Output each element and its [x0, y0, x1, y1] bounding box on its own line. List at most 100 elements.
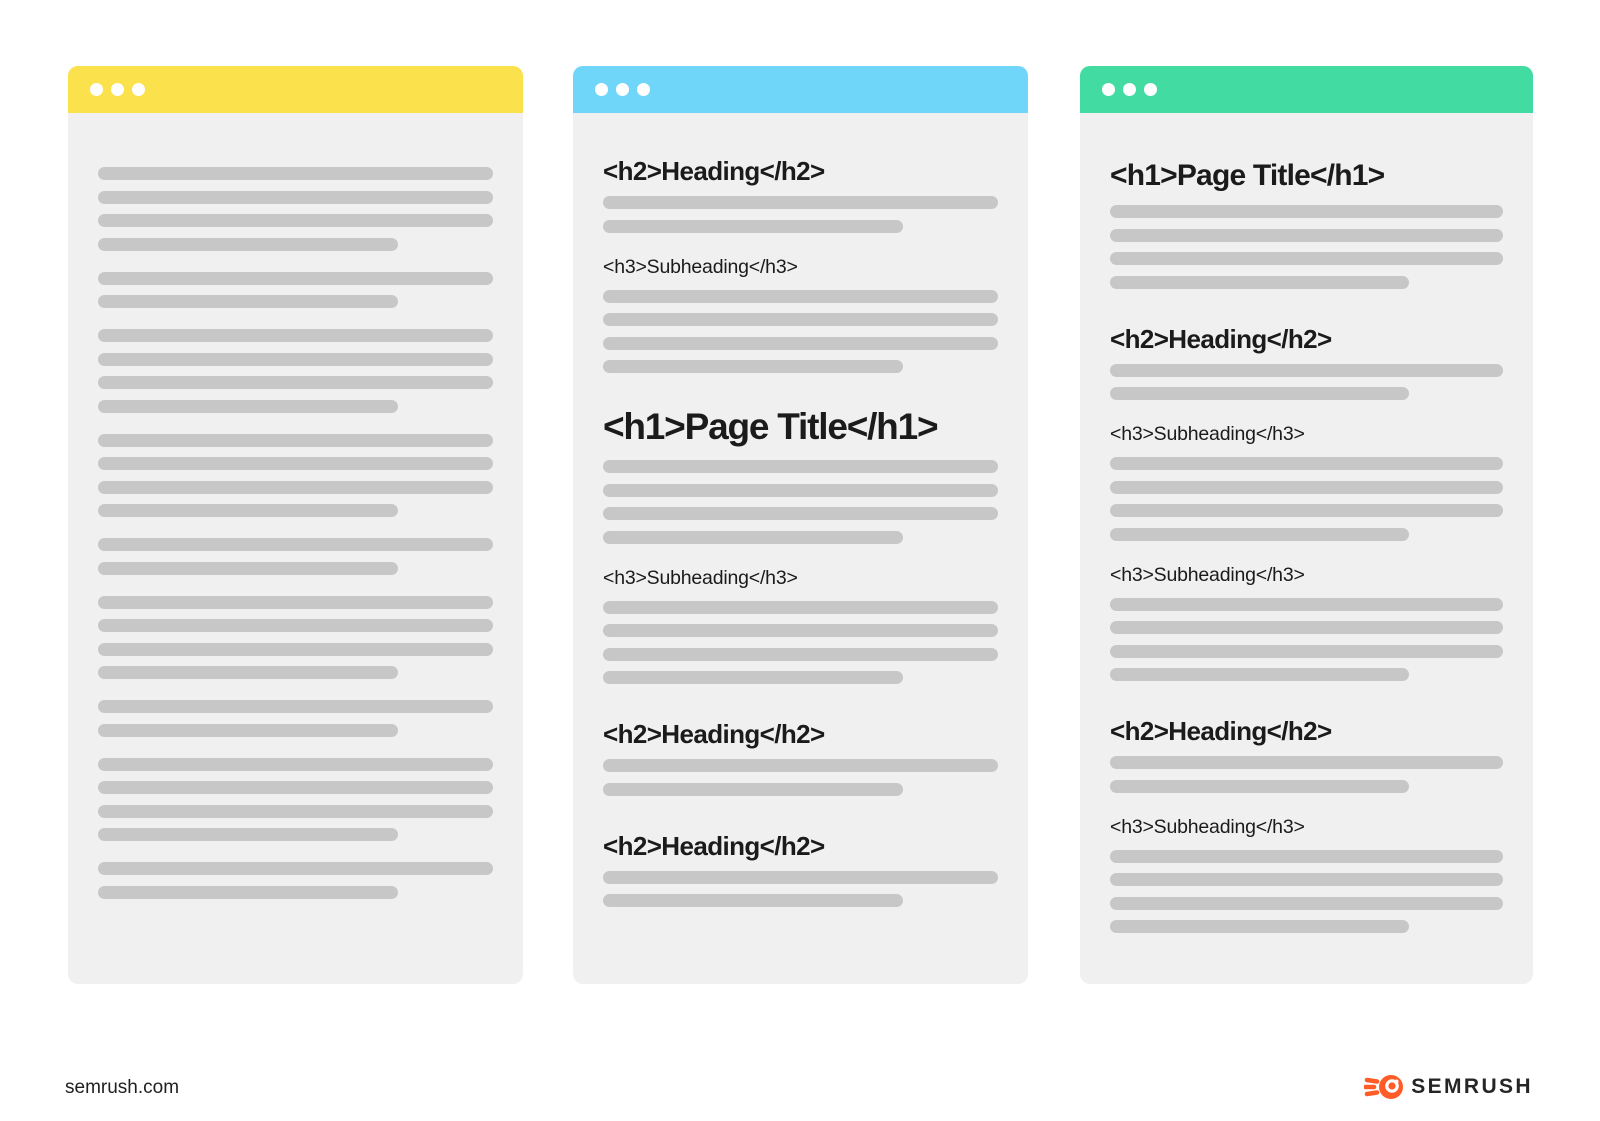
window-titlebar [1080, 66, 1533, 113]
paragraph-placeholder [1110, 849, 1503, 944]
h2-tag-text: <h2>Heading</h2> [1110, 323, 1332, 354]
text-line-short [98, 723, 399, 737]
text-line-short [1110, 387, 1409, 400]
text-line-full [98, 538, 493, 551]
paragraph-placeholder [1110, 205, 1503, 299]
text-line-full [98, 352, 493, 366]
h3-tag-text: <h3>Subheading</h3> [1110, 423, 1305, 445]
window-control-dot [616, 83, 629, 96]
h2-tag-text: <h2>Heading</h2> [1110, 716, 1332, 746]
text-line-full [98, 433, 493, 447]
text-line-short [1110, 527, 1409, 541]
window-titlebar [68, 66, 523, 113]
h1-tag-text: <h1>Page Title</h1> [1110, 159, 1385, 192]
window-control-dot [132, 83, 145, 96]
text-line-short [603, 360, 904, 373]
text-line-full [603, 647, 998, 661]
h3-tag-text: <h3>Subheading</h3> [603, 255, 798, 278]
paragraph-placeholder [603, 600, 998, 695]
text-line-full [98, 376, 493, 389]
text-line-short [98, 237, 399, 251]
window-control-dot [111, 83, 124, 96]
window-body [68, 113, 523, 920]
window-body: <h2>Heading</h2> <h3>Subheading</h3> <h1>P… [573, 113, 1028, 928]
text-line-full [1110, 644, 1503, 658]
semrush-flame-icon [1364, 1075, 1404, 1099]
paragraph-placeholder [98, 433, 493, 528]
semrush-logo: SEMRUSH [1364, 1073, 1533, 1101]
text-line-full [1110, 228, 1503, 242]
text-line-full [603, 507, 998, 520]
text-line-short [98, 885, 399, 899]
text-line-short [603, 894, 904, 907]
text-line-short [1110, 275, 1409, 289]
text-line-short [98, 504, 399, 517]
paragraph-placeholder [98, 700, 493, 747]
text-line-short [1110, 779, 1409, 793]
text-line-short [1110, 668, 1409, 681]
paragraph-placeholder [1110, 756, 1503, 803]
text-line-full [603, 600, 998, 614]
paragraph-placeholder [603, 289, 998, 384]
paragraph-placeholder [603, 196, 998, 243]
text-line-short [98, 399, 399, 413]
text-line-full [603, 289, 998, 303]
paragraph-placeholder [1110, 597, 1503, 692]
text-line-full [603, 483, 998, 497]
browser-window-blue: <h2>Heading</h2> <h3>Subheading</h3> <h1>P… [573, 66, 1028, 984]
text-line-full [1110, 597, 1503, 611]
h3-tag-text: <h3>Subheading</h3> [603, 566, 798, 589]
window-control-dot [1123, 83, 1136, 96]
text-line-full [603, 624, 998, 637]
h2-tag-text: <h2>Heading</h2> [603, 719, 825, 749]
text-line-full [1110, 252, 1503, 265]
paragraph-placeholder [603, 759, 998, 806]
text-line-full [98, 862, 493, 875]
text-line-full [1110, 756, 1503, 769]
text-line-full [98, 804, 493, 818]
text-line-full [1110, 363, 1503, 377]
text-line-full [98, 190, 493, 204]
text-line-full [98, 595, 493, 609]
window-titlebar [573, 66, 1028, 113]
text-line-full [98, 271, 493, 285]
text-line-full [603, 460, 998, 473]
text-line-full [603, 759, 998, 772]
h3-tag-text: <h3>Subheading</h3> [1110, 563, 1305, 586]
paragraph-placeholder [98, 757, 493, 852]
source-site-label: semrush.com [65, 1077, 180, 1098]
paragraph-placeholder [1110, 363, 1503, 411]
paragraph-placeholder [1110, 457, 1503, 551]
window-control-dot [1102, 83, 1115, 96]
text-line-full [98, 329, 493, 342]
text-line-short [98, 828, 399, 841]
text-line-full [1110, 896, 1503, 910]
h3-tag-text: <h3>Subheading</h3> [1110, 815, 1305, 838]
text-line-full [98, 457, 493, 470]
window-control-dot [637, 83, 650, 96]
text-line-full [603, 870, 998, 884]
text-line-full [603, 313, 998, 326]
paragraph-placeholder [98, 862, 493, 909]
h2-tag-text: <h2>Heading</h2> [603, 830, 825, 861]
text-line-full [98, 700, 493, 713]
paragraph-placeholder [603, 460, 998, 554]
text-line-full [98, 757, 493, 771]
window-body: <h1>Page Title</h1> <h2>Heading</h2> <h3>S… [1080, 113, 1533, 954]
text-line-full [98, 214, 493, 227]
text-line-full [98, 619, 493, 632]
text-line-full [603, 336, 998, 350]
text-line-full [603, 196, 998, 209]
paragraph-placeholder [98, 167, 493, 261]
text-line-short [603, 219, 904, 233]
browser-window-green: <h1>Page Title</h1> <h2>Heading</h2> <h3>S… [1080, 66, 1533, 984]
text-line-full [1110, 849, 1503, 863]
text-line-short [98, 295, 399, 308]
text-line-full [1110, 457, 1503, 470]
h1-tag-text: <h1>Page Title</h1> [603, 406, 939, 447]
paragraph-placeholder [98, 538, 493, 585]
paragraph-placeholder [98, 595, 493, 690]
text-line-short [1110, 920, 1409, 933]
text-line-short [603, 671, 904, 684]
